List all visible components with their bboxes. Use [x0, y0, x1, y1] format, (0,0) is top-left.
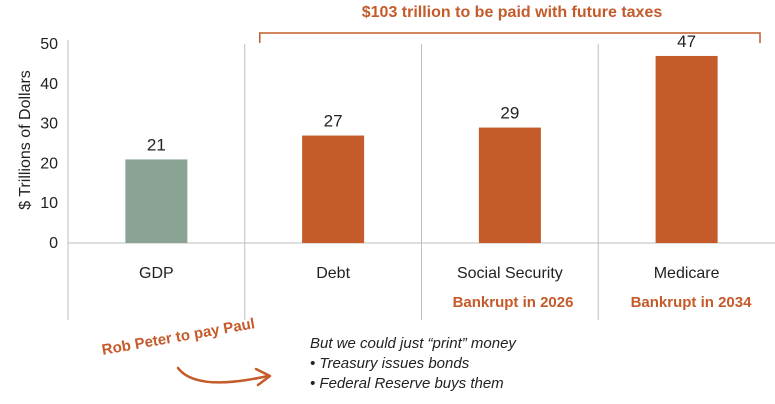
social-security-note: Bankrupt in 2026 [452, 294, 574, 311]
y-axis-label: $ Trillions of Dollars [17, 70, 34, 210]
bar-value-label: 27 [324, 112, 343, 131]
bar-social-security [478, 127, 541, 243]
note-bullet-fed: • Federal Reserve buys them [310, 375, 504, 392]
y-tick-label: 10 [40, 195, 58, 212]
bar-value-label: 47 [677, 32, 696, 51]
bar-debt [302, 135, 365, 243]
y-tick-label: 30 [40, 116, 58, 133]
bar-medicare [655, 55, 718, 243]
category-label: Debt [316, 265, 350, 282]
y-tick-label: 0 [49, 235, 58, 252]
bar-value-label: 21 [147, 135, 166, 154]
note-bullet-treasury: • Treasury issues bonds [310, 355, 470, 372]
category-label: Medicare [654, 265, 720, 282]
future-taxes-bracket [259, 32, 761, 43]
y-tick-label: 20 [40, 155, 58, 172]
print-money-note: But we could just “print” money • Treasu… [310, 334, 516, 394]
note-line: But we could just “print” money [310, 335, 516, 352]
y-tick-label: 40 [40, 76, 58, 93]
bracket-label: $103 trillion to be paid with future tax… [361, 4, 663, 21]
category-label: GDP [139, 265, 174, 282]
bar-value-label: 29 [500, 104, 519, 123]
category-label: Social Security [457, 265, 563, 282]
bar-gdp [125, 159, 188, 243]
y-tick-label: 50 [40, 36, 58, 53]
medicare-note: Bankrupt in 2034 [630, 294, 752, 311]
curved-arrow-icon [176, 366, 270, 384]
arrowhead-icon [254, 367, 272, 387]
